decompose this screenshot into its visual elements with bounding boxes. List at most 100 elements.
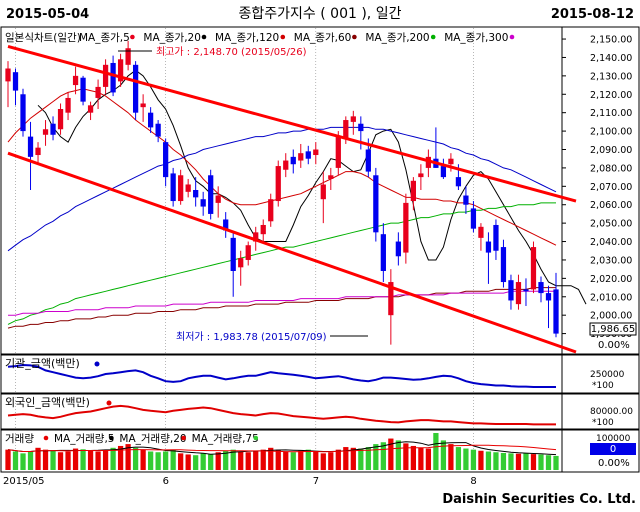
candle-body bbox=[328, 175, 334, 179]
volume-bar bbox=[425, 448, 432, 470]
volume-bar bbox=[208, 454, 214, 470]
volume-bar bbox=[343, 447, 349, 470]
volume-bar bbox=[433, 433, 439, 470]
volume-value-box bbox=[590, 443, 636, 455]
candle-body bbox=[140, 103, 146, 108]
volume-bar bbox=[148, 451, 154, 470]
volume-bar bbox=[463, 448, 469, 470]
price-axis: 1,990.002,000.002,010.002,020.002,030.00… bbox=[562, 35, 632, 340]
volume-bars bbox=[5, 433, 559, 470]
candle-body bbox=[463, 195, 469, 205]
volume-bar bbox=[268, 447, 274, 470]
volume-bar bbox=[20, 453, 26, 470]
volume-legend-marker bbox=[43, 435, 49, 441]
volume-bar bbox=[12, 451, 19, 470]
volume-bar bbox=[410, 445, 416, 470]
foreign-legend-marker bbox=[106, 400, 112, 406]
candle-body bbox=[455, 177, 462, 187]
candle-body bbox=[245, 245, 251, 260]
volume-bar bbox=[388, 438, 394, 470]
volume-bar bbox=[245, 452, 251, 470]
volume-bar bbox=[538, 454, 544, 470]
x-axis-label: 6 bbox=[163, 476, 169, 487]
candle-body bbox=[493, 224, 499, 251]
candle-body bbox=[117, 59, 124, 82]
candle-body bbox=[193, 190, 199, 198]
candle-body bbox=[42, 129, 49, 135]
institution-legend-marker bbox=[94, 361, 100, 367]
ma-line bbox=[8, 290, 556, 316]
candle-body bbox=[268, 199, 274, 222]
volume-legend-entry: 거래량 bbox=[5, 433, 34, 445]
volume-bar bbox=[500, 452, 507, 470]
price-tick-label: 2,050.00 bbox=[590, 219, 632, 230]
volume-bar bbox=[515, 453, 522, 470]
volume-bar bbox=[238, 451, 244, 470]
volume-legend-entry: MA_거래량,20 bbox=[119, 433, 186, 445]
volume-bar bbox=[65, 451, 71, 470]
legend-marker bbox=[130, 34, 135, 40]
volume-bar bbox=[373, 444, 379, 470]
trend-lines bbox=[7, 44, 577, 354]
candle-body bbox=[185, 184, 191, 192]
volume-panel-frame bbox=[0, 429, 640, 473]
legend-entry: 일본식차트(일간) bbox=[5, 31, 81, 44]
institution-legend: 기관_금액(백만) bbox=[5, 357, 80, 370]
volume-bar bbox=[57, 452, 64, 470]
candle-body bbox=[515, 282, 522, 305]
candle-body bbox=[365, 149, 371, 172]
volume-bar bbox=[117, 445, 124, 470]
volume-bar bbox=[523, 453, 529, 470]
candle-body bbox=[508, 280, 514, 301]
candle-body bbox=[448, 158, 454, 165]
volume-bar bbox=[230, 449, 236, 470]
candle-body bbox=[200, 199, 206, 207]
volume-bar bbox=[305, 449, 311, 470]
foreign-tick-label: 80000.00 bbox=[590, 407, 633, 417]
candle-body bbox=[335, 136, 341, 168]
volume-bar bbox=[87, 450, 94, 470]
volume-bar bbox=[283, 451, 289, 470]
price-tick-label: 2,090.00 bbox=[590, 145, 632, 156]
candle-body bbox=[343, 120, 349, 139]
foreign-legend: 외국인_금액(백만) bbox=[5, 396, 90, 409]
volume-bar bbox=[193, 455, 199, 470]
volume-bar bbox=[493, 452, 499, 470]
volume-bar bbox=[485, 451, 492, 470]
x-axis: 2015/05 6 7 8 bbox=[3, 476, 477, 487]
price-tick-label: 2,130.00 bbox=[590, 71, 632, 82]
institution-amount-line bbox=[7, 363, 556, 388]
volume-bar bbox=[545, 455, 552, 470]
volume-bar bbox=[132, 447, 139, 470]
candle-body bbox=[290, 156, 296, 165]
candle-body bbox=[313, 149, 319, 156]
candle-body bbox=[12, 72, 19, 91]
volume-bar bbox=[163, 451, 169, 470]
candle-body bbox=[20, 94, 26, 132]
volume-bar bbox=[200, 453, 206, 470]
candle-body bbox=[87, 105, 94, 113]
candle-body bbox=[65, 97, 71, 113]
volume-bar bbox=[260, 449, 266, 470]
volume-bar bbox=[508, 453, 514, 470]
volume-bar bbox=[448, 444, 454, 470]
candle-body bbox=[403, 202, 409, 253]
candle-body bbox=[155, 123, 161, 137]
legend-entry: MA_종가,20 bbox=[143, 32, 201, 44]
candle-body bbox=[80, 77, 86, 102]
price-tick-label: 2,120.00 bbox=[590, 90, 632, 101]
candles bbox=[5, 40, 559, 345]
candle-body bbox=[320, 184, 326, 200]
volume-bar bbox=[155, 452, 161, 470]
volume-bar bbox=[170, 449, 176, 470]
volume-bar bbox=[328, 452, 334, 470]
price-tick-label: 2,140.00 bbox=[590, 53, 632, 64]
volume-legend-marker bbox=[181, 435, 186, 441]
candle-body bbox=[35, 147, 41, 156]
volume-bar bbox=[125, 444, 131, 470]
x-axis-label: 7 bbox=[313, 476, 319, 487]
volume-bar bbox=[358, 448, 364, 470]
volume-value-label: 0 bbox=[610, 444, 616, 455]
legend-marker bbox=[430, 34, 436, 40]
